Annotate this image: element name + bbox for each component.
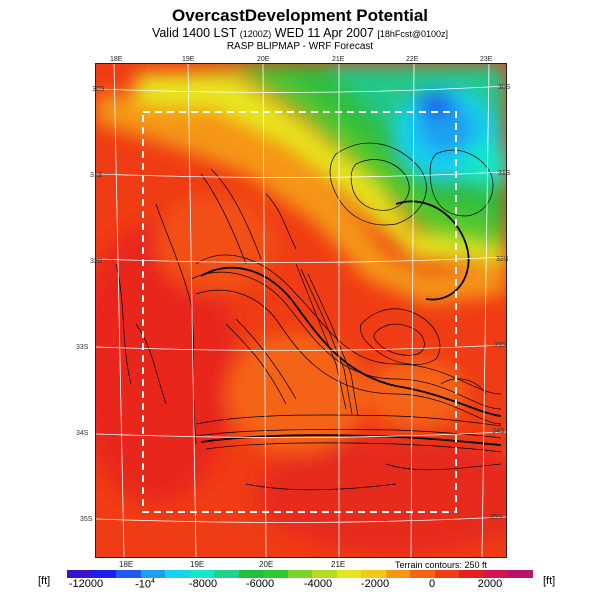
terrain-contours	[115, 142, 502, 491]
top-lon-label: 19E	[182, 56, 195, 63]
colorbar-unit-left: [ft]	[38, 575, 51, 587]
map-title: OvercastDevelopment Potential	[171, 6, 429, 25]
right-lat-label: 33S	[494, 342, 507, 349]
colorbar-tick: -104	[135, 578, 155, 591]
left-lat-label: 33S	[76, 344, 89, 351]
contour-interval-note: Terrain contours: 250 ft	[395, 560, 488, 570]
top-lon-label: 21E	[332, 56, 345, 63]
colorbar-swatch	[361, 570, 386, 578]
map-canvas	[96, 64, 506, 557]
left-lat-label: 32S	[90, 258, 103, 265]
colorbar-swatch	[91, 570, 117, 578]
bottom-lon-label: 19E	[190, 560, 205, 569]
valid-time: Valid 1400 LST	[151, 26, 237, 40]
top-lon-label: 18E	[110, 56, 123, 63]
colorbar-swatch	[336, 570, 362, 578]
left-lat-label: 31S	[90, 172, 103, 179]
top-lon-label: 22E	[406, 56, 419, 63]
valid-time-utc: (1200Z)	[239, 29, 272, 39]
map-subtitle: Valid 1400 LST (1200Z) WED 11 Apr 2007 […	[0, 26, 600, 40]
forecast-hour: [18hFcst@0100z]	[377, 29, 449, 39]
right-lat-label: 35S	[490, 514, 503, 521]
colorbar-swatch	[459, 570, 484, 578]
right-lat-label: 30S	[498, 84, 511, 91]
colorbar-tick: 2000	[477, 578, 503, 590]
colorbar-swatch	[165, 570, 190, 578]
bottom-lon-label: 18E	[119, 560, 134, 569]
colorbar-tick: 0	[428, 578, 436, 590]
colorbar-swatch	[238, 570, 264, 578]
colorbar-swatch	[116, 570, 141, 578]
top-lon-label: 20E	[257, 56, 270, 63]
colorbar-swatch	[385, 570, 411, 578]
colorbar-swatch	[263, 570, 288, 578]
right-lat-label: 32S	[496, 256, 509, 263]
colorbar-swatch	[287, 570, 313, 578]
colorbar-swatch	[312, 570, 337, 578]
colorbar-swatch	[214, 570, 239, 578]
colorbar-swatch	[410, 570, 435, 578]
colorbar-swatch	[67, 570, 92, 578]
left-lat-label: 30S	[92, 86, 105, 93]
right-lat-label: 34S	[492, 428, 505, 435]
colorbar-tick: -2000	[360, 578, 390, 590]
latlon-grid	[96, 64, 506, 557]
colorbar-tick: -4000	[303, 578, 333, 590]
bottom-lon-label: 20E	[259, 560, 274, 569]
model-name: RASP BLIPMAP - WRF Forecast	[226, 41, 374, 52]
colorbar-tick: -8000	[188, 578, 218, 590]
colorbar-tick: -6000	[245, 578, 275, 590]
colorbar-swatch	[508, 570, 533, 578]
top-lon-label: 23E	[480, 56, 493, 63]
colorbar-swatch	[483, 570, 509, 578]
colorbar-unit-right: [ft]	[543, 575, 556, 587]
left-lat-label: 35S	[80, 516, 93, 523]
bottom-lon-label: 21E	[331, 560, 346, 569]
inner-domain-boundary	[142, 111, 457, 513]
colorbar-tick: -12000	[68, 578, 104, 590]
colorbar	[67, 570, 533, 578]
forecast-map	[95, 63, 507, 558]
colorbar-swatch	[140, 570, 166, 578]
colorbar-swatch	[434, 570, 460, 578]
colorbar-swatch	[189, 570, 215, 578]
left-lat-label: 34S	[76, 430, 89, 437]
right-lat-label: 31S	[498, 170, 511, 177]
valid-date: WED 11 Apr 2007	[274, 26, 374, 40]
